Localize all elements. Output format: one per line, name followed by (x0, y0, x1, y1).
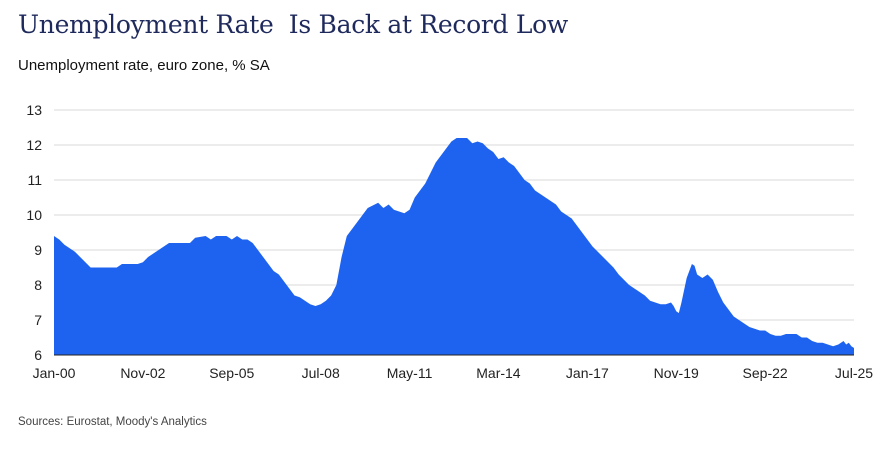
y-tick-label-12: 12 (26, 137, 42, 153)
y-tick-label-8: 8 (34, 277, 42, 293)
x-tick-label-Sep-22: Sep-22 (743, 365, 788, 381)
y-tick-label-7: 7 (34, 312, 42, 328)
x-tick-label-Jul-08: Jul-08 (302, 365, 340, 381)
x-tick-label-Jan-00: Jan-00 (33, 365, 76, 381)
x-tick-label-Nov-19: Nov-19 (654, 365, 699, 381)
y-tick-label-6: 6 (34, 347, 42, 363)
x-tick-label-Sep-05: Sep-05 (209, 365, 254, 381)
series-area-0 (54, 138, 854, 355)
unemployment-area-chart: 6 7 8 9 10 11 12 13 Jan-00 Nov-02 Sep-05 Jul-08 May-… (26, 102, 873, 381)
y-tick-label-9: 9 (34, 242, 42, 258)
chart-title: Unemployment Rate Is Back at Record Low (18, 10, 569, 39)
y-tick-label-13: 13 (26, 102, 42, 118)
plot-area (54, 138, 854, 355)
y-tick-label-11: 11 (27, 172, 42, 188)
y-tick-label-10: 10 (26, 207, 42, 223)
x-tick-label-Jul-25: Jul-25 (835, 365, 873, 381)
x-tick-label-Mar-14: Mar-14 (476, 365, 521, 381)
axes: 6 7 8 9 10 11 12 13 Jan-00 Nov-02 Sep-05 Jul-08 May-… (26, 102, 873, 381)
source-note: Sources: Eurostat, Moody's Analytics (18, 416, 207, 428)
chart-subtitle: Unemployment rate, euro zone, % SA (18, 57, 270, 74)
x-tick-label-Jan-17: Jan-17 (566, 365, 609, 381)
x-tick-label-May-11: May-11 (387, 365, 433, 381)
x-tick-label-Nov-02: Nov-02 (120, 365, 165, 381)
